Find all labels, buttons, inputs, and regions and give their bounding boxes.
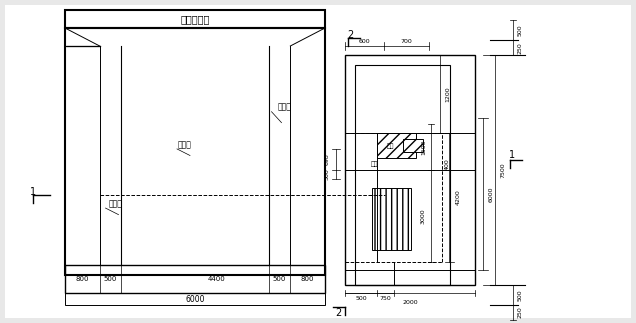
Text: 混凝土墙路: 混凝土墙路 [181,14,210,24]
Bar [65,265,325,293]
Text: 沉淀: 沉淀 [371,161,378,167]
Text: 400: 400 [445,158,450,170]
Text: 700: 700 [401,38,413,44]
Text: 积水管: 积水管 [178,140,192,149]
Text: 600: 600 [359,38,370,44]
Bar [65,293,325,305]
Text: 3000: 3000 [421,208,426,224]
Text: 6000: 6000 [488,186,494,202]
Text: 4400: 4400 [208,276,226,282]
Text: 4200: 4200 [456,190,461,205]
Text: 800: 800 [301,276,314,282]
Text: 排水沟: 排水沟 [277,103,291,112]
Text: 750: 750 [380,297,392,301]
Bar [378,133,417,158]
Text: 250: 250 [518,42,523,54]
Text: 250: 250 [518,306,523,318]
Text: 300: 300 [324,169,329,181]
Text: 500: 500 [518,289,523,301]
Text: 500: 500 [356,297,367,301]
Text: 2000: 2000 [402,300,418,306]
Text: 2: 2 [347,30,354,40]
Text: 7500: 7500 [501,162,506,178]
Bar [403,139,423,151]
Bar [65,28,325,275]
Text: 6000: 6000 [185,295,205,304]
Text: 500: 500 [104,276,117,282]
Text: 1200: 1200 [445,86,450,102]
Bar [345,55,475,285]
Text: 1: 1 [509,150,515,160]
Text: 800: 800 [76,276,89,282]
Text: 698: 698 [324,153,329,165]
Text: 1: 1 [30,187,36,197]
Bar [355,65,450,285]
Bar [65,10,325,28]
Text: 循环: 循环 [387,144,394,150]
Text: 500: 500 [273,276,286,282]
Text: 500: 500 [518,24,523,36]
Bar [372,188,411,250]
Text: 2: 2 [335,308,342,318]
Text: 1500: 1500 [421,139,426,155]
Text: 排污道: 排污道 [109,199,123,208]
